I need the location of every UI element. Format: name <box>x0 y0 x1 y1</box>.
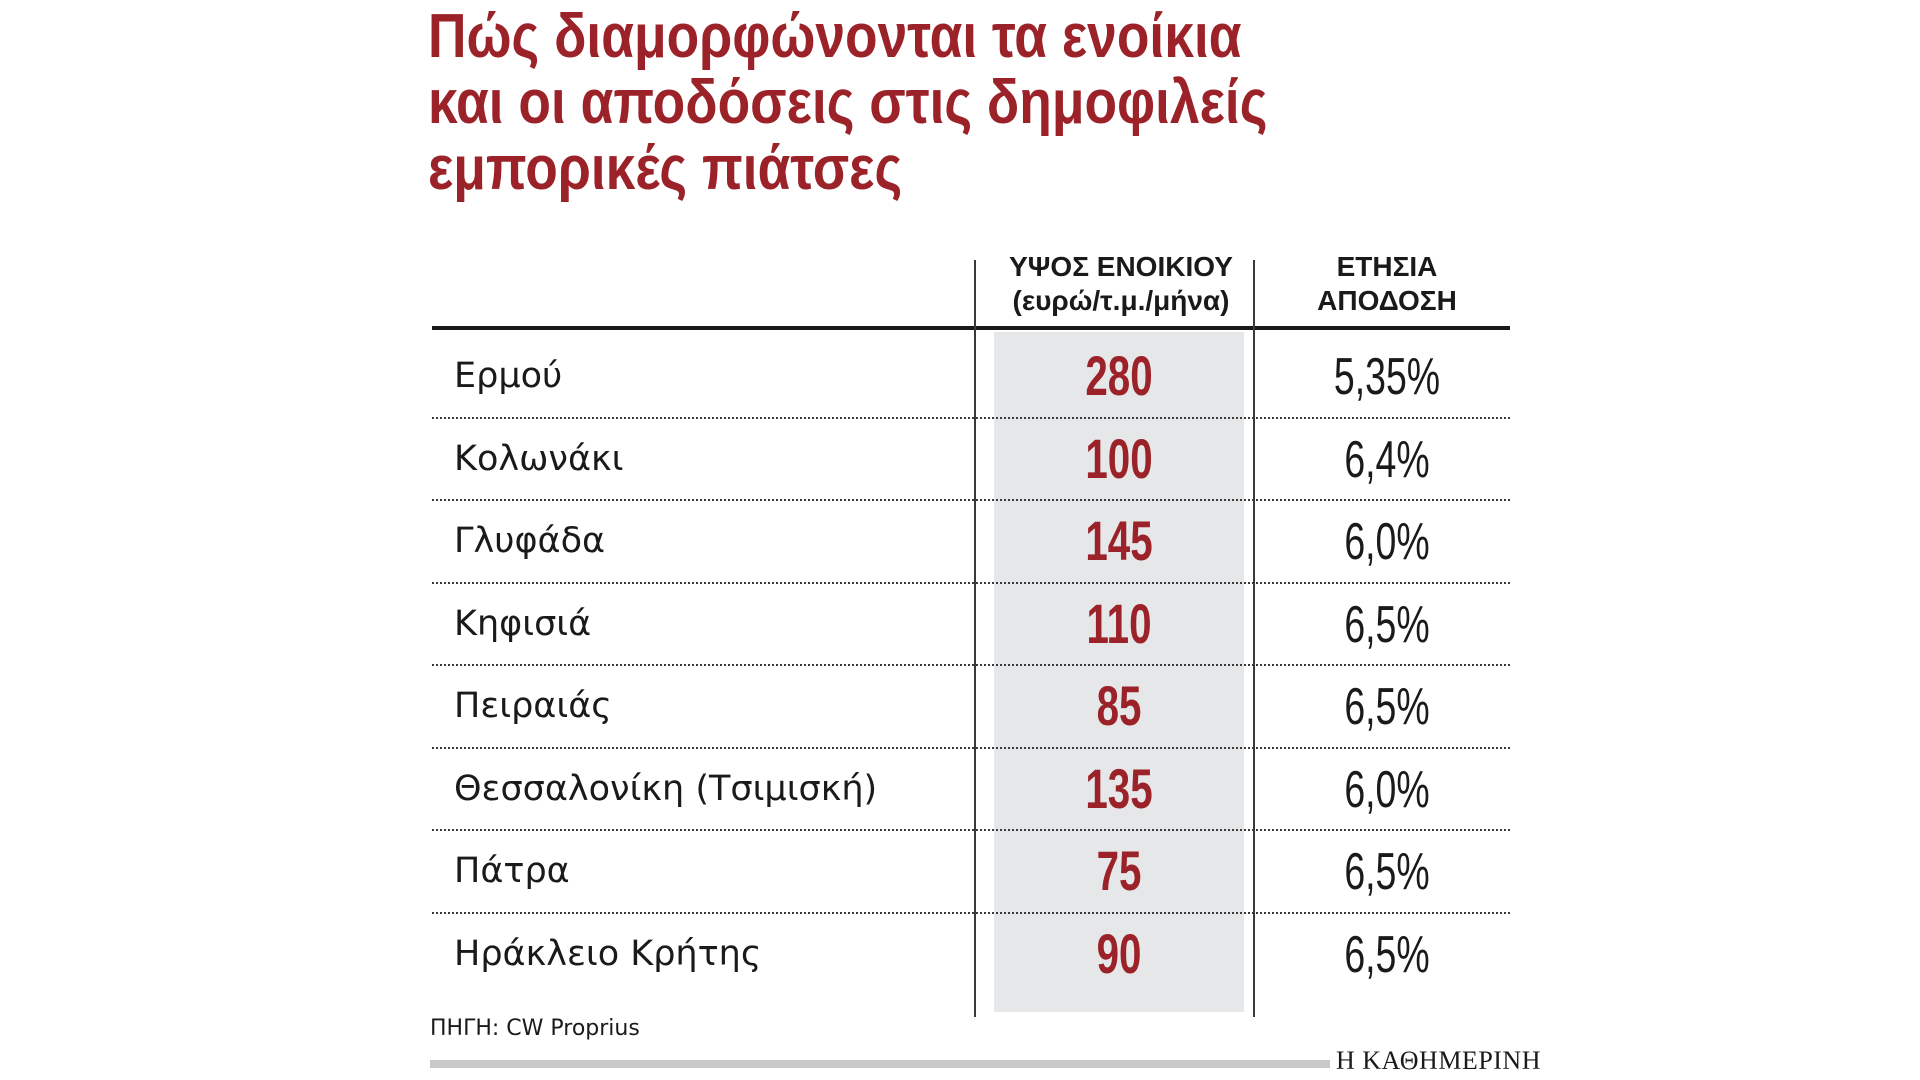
yield-value: 6,4% <box>1344 430 1430 489</box>
row-separator <box>432 581 1510 584</box>
yield-value: 6,5% <box>1344 678 1430 736</box>
location-label: Πειραιάς <box>454 686 612 726</box>
rent-value: 100 <box>1085 426 1153 490</box>
table-row: Ηράκλειο Κρήτης 90 6,5% <box>432 914 1510 996</box>
yield-value: 6,5% <box>1344 595 1430 654</box>
row-separator <box>432 911 1510 914</box>
title-line-1: Πώς διαμορφώνονται τα ενοίκια <box>428 2 1242 71</box>
table-row: Θεσσαλονίκη (Τσιμισκή) 135 6,0% <box>432 749 1510 831</box>
column-divider-left <box>974 260 976 1017</box>
brand-logo: Η ΚΑΘΗΜΕΡΙΝΗ <box>1336 1046 1541 1075</box>
rent-header-line-2: (ευρώ/τ.μ./μήνα) <box>1012 285 1230 316</box>
footer-bar <box>430 1060 1330 1068</box>
location-label: Κολωνάκι <box>454 438 624 479</box>
location-label: Ηράκλειο Κρήτης <box>454 933 762 974</box>
title-line-2: και οι αποδόσεις στις δημοφιλείς <box>428 68 1268 137</box>
yield-value: 6,5% <box>1344 843 1430 901</box>
location-label: Ερμού <box>454 356 563 396</box>
yield-value: 6,0% <box>1344 760 1430 819</box>
yield-value: 6,0% <box>1344 513 1430 571</box>
table-row: Γλυφάδα 145 6,0% <box>432 501 1510 583</box>
table-row: Πάτρα 75 6,5% <box>432 831 1510 913</box>
header-rule <box>432 326 1510 330</box>
location-label: Κηφισιά <box>454 603 592 644</box>
rent-value: 90 <box>1096 921 1142 985</box>
location-label: Πάτρα <box>454 851 570 891</box>
row-separator <box>432 746 1510 749</box>
yield-value: 6,5% <box>1344 925 1430 984</box>
location-label: Γλυφάδα <box>454 521 606 561</box>
column-divider-right <box>1253 260 1255 1017</box>
rent-value: 75 <box>1096 839 1142 902</box>
row-separator <box>432 499 1510 501</box>
row-separator <box>432 664 1510 666</box>
yield-column-header: ΕΤΗΣΙΑ ΑΠΟΔΟΣΗ <box>1262 250 1512 318</box>
row-separator <box>432 416 1510 419</box>
yield-header-line-1: ΕΤΗΣΙΑ <box>1336 251 1438 282</box>
source-note: ΠΗΓΗ: CW Proprius <box>430 1016 640 1041</box>
location-label: Θεσσαλονίκη (Τσιμισκή) <box>454 768 878 809</box>
rent-column-header: ΥΨΟΣ ΕΝΟΙΚΙΟΥ (ευρώ/τ.μ./μήνα) <box>976 250 1266 318</box>
table-row: Κολωνάκι 100 6,4% <box>432 419 1510 501</box>
title-line-3: εμπορικές πιάτσες <box>428 134 903 203</box>
rent-value: 135 <box>1085 756 1153 820</box>
rent-header-line-1: ΥΨΟΣ ΕΝΟΙΚΙΟΥ <box>1009 251 1233 282</box>
yield-header-line-2: ΑΠΟΔΟΣΗ <box>1317 285 1457 316</box>
rent-value: 145 <box>1085 509 1153 572</box>
row-separator <box>432 829 1510 831</box>
table-row: Πειραιάς 85 6,5% <box>432 666 1510 748</box>
yield-value: 5,35% <box>1333 348 1441 406</box>
rent-value: 280 <box>1085 344 1153 407</box>
rent-value: 110 <box>1086 591 1152 655</box>
table-row: Κηφισιά 110 6,5% <box>432 584 1510 666</box>
rent-value: 85 <box>1096 674 1142 737</box>
rent-column-shading <box>994 332 1244 1012</box>
table-row: Ερμού 280 5,35% <box>432 336 1510 418</box>
